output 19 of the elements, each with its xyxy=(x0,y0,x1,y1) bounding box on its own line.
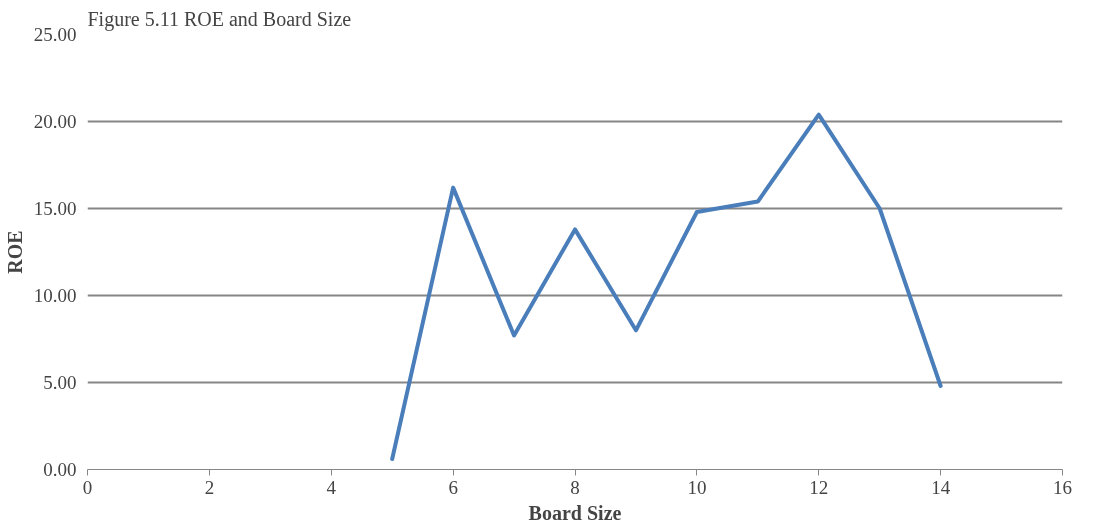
y-axis-title: ROE xyxy=(3,230,26,274)
x-tick-label: 16 xyxy=(1053,476,1072,498)
line-series xyxy=(390,112,943,462)
x-tick-label: 2 xyxy=(204,476,215,498)
x-tick-label: 8 xyxy=(570,476,580,498)
x-tick-label: 12 xyxy=(809,476,829,498)
x-axis-title: Board Size xyxy=(528,501,622,524)
x-tick-label: 10 xyxy=(687,476,707,498)
x-tick-label: 6 xyxy=(448,476,458,498)
y-tick-label: 5.00 xyxy=(43,372,77,393)
y-tick-label: 0.00 xyxy=(43,459,77,480)
x-tick-label: 4 xyxy=(326,476,337,498)
chart-title: Figure 5.11 ROE and Board Size xyxy=(87,7,352,31)
x-tick-label: 14 xyxy=(931,476,951,498)
y-tick-label: 10.00 xyxy=(33,285,77,306)
x-tick-label: 0 xyxy=(82,476,93,498)
y-tick-label: 25.00 xyxy=(33,24,77,45)
y-tick-label: 20.00 xyxy=(33,111,77,132)
y-tick-label: 15.00 xyxy=(33,198,77,219)
